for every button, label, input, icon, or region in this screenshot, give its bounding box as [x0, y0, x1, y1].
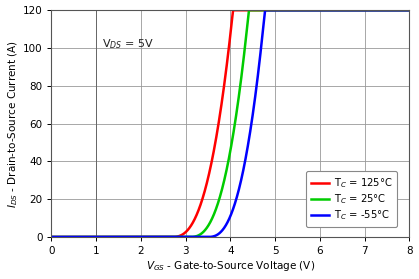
T$_C$ = 25°C [202, 229, 207, 233]
T$_C$ = 125°C [90, 235, 95, 239]
T$_C$ = 125°C [400, 9, 405, 12]
T$_C$ = 125°C [362, 9, 367, 12]
T$_C$ = -55°C [90, 235, 95, 239]
T$_C$ = -55°C [407, 9, 412, 12]
T$_C$ = 25°C [407, 9, 412, 12]
T$_C$ = -55°C [202, 235, 207, 239]
T$_C$ = 25°C [186, 235, 191, 239]
T$_C$ = 25°C [362, 9, 367, 12]
T$_C$ = -55°C [111, 235, 116, 239]
T$_C$ = 25°C [49, 235, 54, 239]
T$_C$ = 125°C [407, 9, 412, 12]
T$_C$ = 25°C [400, 9, 405, 12]
T$_C$ = 125°C [49, 235, 54, 239]
Legend: T$_C$ = 125°C, T$_C$ = 25°C, T$_C$ = -55°C: T$_C$ = 125°C, T$_C$ = 25°C, T$_C$ = -55… [305, 171, 397, 227]
Text: V$_{DS}$ = 5V: V$_{DS}$ = 5V [101, 37, 153, 51]
Line: T$_C$ = -55°C: T$_C$ = -55°C [52, 10, 409, 237]
T$_C$ = -55°C [400, 9, 405, 12]
T$_C$ = 125°C [111, 235, 116, 239]
X-axis label: $V_{GS}$ - Gate-to-Source Voltage (V): $V_{GS}$ - Gate-to-Source Voltage (V) [146, 259, 315, 273]
T$_C$ = 25°C [90, 235, 95, 239]
Line: T$_C$ = 25°C: T$_C$ = 25°C [52, 10, 409, 237]
T$_C$ = 25°C [111, 235, 116, 239]
Y-axis label: $I_{DS}$ - Drain-to-Source Current (A): $I_{DS}$ - Drain-to-Source Current (A) [6, 40, 20, 208]
T$_C$ = 125°C [186, 227, 191, 230]
T$_C$ = -55°C [262, 9, 267, 12]
T$_C$ = -55°C [186, 235, 191, 239]
T$_C$ = 125°C [202, 191, 207, 194]
T$_C$ = -55°C [362, 9, 367, 12]
T$_C$ = -55°C [49, 235, 54, 239]
T$_C$ = 125°C [230, 9, 235, 12]
T$_C$ = 25°C [246, 9, 251, 12]
Line: T$_C$ = 125°C: T$_C$ = 125°C [52, 10, 409, 237]
